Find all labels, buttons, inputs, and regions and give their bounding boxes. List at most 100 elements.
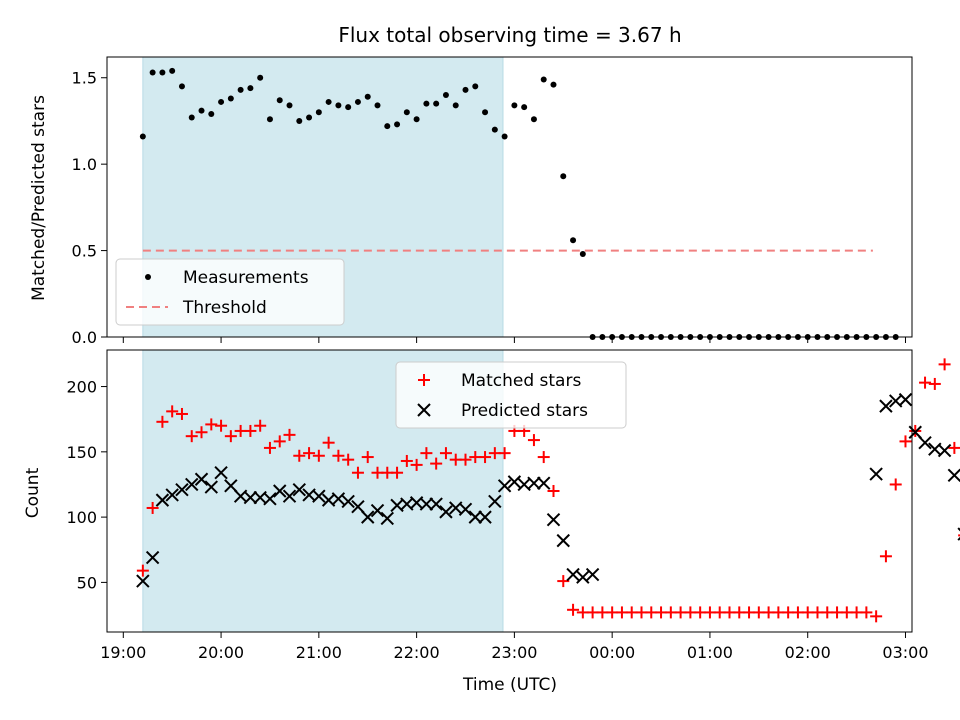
predicted-point	[351, 499, 365, 514]
measurement-point	[188, 114, 195, 121]
matched-point	[322, 436, 335, 449]
measurement-point	[560, 173, 567, 180]
predicted-point	[214, 466, 228, 480]
matched-point	[557, 575, 570, 588]
matched-point	[870, 610, 883, 623]
measurement-point	[423, 100, 430, 107]
predicted-point	[458, 502, 473, 516]
predicted-point	[380, 511, 394, 526]
bottom-legend: Matched stars Predicted stars	[395, 361, 627, 429]
legend-label-threshold: Threshold	[182, 298, 267, 318]
measurement-point	[139, 133, 146, 140]
matched-point	[527, 434, 540, 447]
predicted-point	[879, 399, 893, 413]
top-axes-frame	[106, 56, 913, 338]
x-tick-label: 22:00	[394, 643, 440, 662]
predicted-point	[566, 567, 580, 582]
matched-point	[215, 419, 228, 432]
matched-point	[547, 485, 560, 497]
measurement-point	[394, 121, 401, 128]
measurement-point	[491, 126, 498, 133]
matched-point	[185, 430, 198, 443]
predicted-point	[947, 468, 960, 483]
predicted-point	[585, 567, 600, 582]
top-ylabel: Matched/Predicted stars	[29, 95, 49, 301]
matched-point	[361, 451, 374, 464]
x-tick-label: 20:00	[198, 643, 244, 662]
measurement-point	[501, 133, 508, 140]
predicted-point	[341, 494, 355, 509]
matched-point	[205, 418, 218, 431]
matched-point	[938, 358, 951, 371]
measurement-point	[178, 83, 185, 90]
measurement-point	[530, 116, 537, 123]
matched-point	[948, 441, 960, 454]
predicted-point	[155, 493, 170, 507]
predicted-point	[937, 443, 952, 458]
matched-point	[156, 415, 169, 428]
predicted-point	[204, 480, 218, 494]
measurement-point	[442, 92, 449, 99]
legend-marker-measurements	[145, 274, 151, 280]
measurement-point	[550, 81, 557, 88]
predicted-point	[282, 489, 297, 503]
y-tick-label: 150	[66, 443, 97, 462]
matched-point	[400, 454, 413, 467]
measurement-point	[384, 123, 391, 130]
measurement-point	[462, 86, 469, 93]
predicted-point	[497, 479, 512, 493]
measurement-point	[325, 98, 332, 105]
predicted-point	[576, 570, 590, 584]
measurement-point	[296, 117, 303, 124]
matched-point	[860, 606, 873, 619]
matched-point	[567, 603, 580, 616]
x-tick-label: 01:00	[687, 643, 733, 662]
bottom-xlabel: Time (UTC)	[462, 675, 557, 695]
matched-point	[879, 550, 892, 563]
predicted-point	[429, 497, 443, 511]
measurement-point	[521, 104, 528, 111]
predicted-point	[175, 482, 189, 497]
y-tick-label: 0.0	[72, 328, 97, 347]
predicted-point	[419, 497, 434, 511]
matched-point	[420, 447, 433, 460]
predicted-point	[439, 505, 453, 519]
measurement-point	[149, 69, 156, 76]
predicted-point	[370, 503, 385, 518]
matched-point	[244, 424, 257, 437]
predicted-point	[478, 510, 492, 524]
measurement-point	[364, 93, 371, 100]
matched-point	[303, 447, 316, 460]
predicted-point	[869, 467, 883, 481]
predicted-point	[185, 477, 199, 492]
matched-point	[498, 447, 511, 460]
predicted-point	[361, 510, 375, 524]
matched-point	[136, 564, 149, 577]
matched-point	[928, 377, 941, 390]
measurement-point	[159, 69, 166, 76]
predicted-point	[145, 550, 160, 565]
predicted-point	[507, 475, 522, 489]
measurement-point	[286, 102, 293, 109]
matched-point	[254, 419, 267, 432]
matched-point	[919, 376, 932, 389]
matched-point	[195, 426, 208, 439]
measurement-point	[433, 100, 440, 107]
bottom-axes-frame	[106, 349, 913, 633]
predicted-point	[488, 494, 502, 509]
figure-title: Flux total observing time = 3.67 h	[338, 23, 681, 47]
measurement-point	[482, 109, 489, 116]
matched-point	[273, 435, 286, 448]
measurement-point	[257, 74, 264, 81]
x-tick-label: 02:00	[785, 643, 831, 662]
x-tick-label: 19:00	[100, 643, 146, 662]
measurement-point	[266, 116, 273, 123]
measurement-point	[208, 111, 215, 118]
predicted-point	[243, 490, 258, 505]
y-tick-label: 200	[66, 378, 97, 397]
measurement-point	[169, 67, 176, 74]
predicted-point	[194, 472, 209, 486]
matched-point	[175, 407, 188, 420]
bottom-ylabel: Count	[23, 467, 43, 518]
